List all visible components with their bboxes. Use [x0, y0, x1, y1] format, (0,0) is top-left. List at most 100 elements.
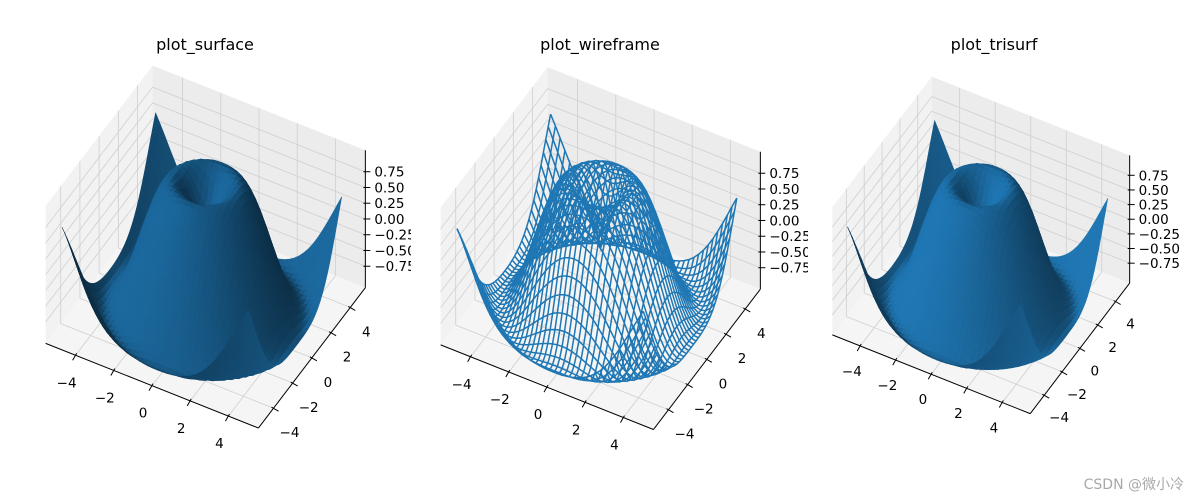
trisurf-triangle — [907, 231, 915, 242]
y-tick-mark — [271, 406, 279, 412]
z-tick-label: −0.50 — [1139, 242, 1180, 258]
wireframe-col-line — [618, 238, 714, 382]
trisurf-triangle — [1087, 269, 1095, 288]
y-tick-mark — [723, 332, 732, 338]
x-tick-mark — [148, 383, 154, 391]
x-tick-mark — [581, 400, 587, 408]
gridline-z — [832, 169, 933, 301]
trisurf-triangle — [847, 226, 855, 243]
gridline-z — [931, 140, 1130, 220]
wireframe-plot-3d: −4−2024−4−2024−0.75−0.50−0.250.000.250.5… — [440, 67, 808, 454]
x-tick-label: 4 — [215, 436, 224, 452]
y-tick-label: −4 — [280, 425, 300, 441]
surface-face — [334, 196, 343, 220]
gridline-z — [152, 86, 366, 173]
wireframe-row-line — [535, 188, 724, 298]
y-tick-mark — [1095, 323, 1104, 329]
gridline-z — [547, 119, 761, 206]
gridline-z — [931, 110, 1130, 191]
y-tick-mark — [1059, 370, 1068, 376]
trisurf-triangle — [912, 217, 920, 229]
trisurf-triangle — [940, 361, 948, 364]
gridline-z — [45, 181, 153, 323]
trisurf-triangle — [1089, 259, 1097, 279]
z-tick-label: 0.00 — [1139, 212, 1169, 228]
y-tick-mark — [743, 307, 751, 313]
trisurf-triangle — [1094, 235, 1102, 258]
z-tick-label: 0.25 — [1139, 198, 1169, 214]
gridline-z — [440, 135, 548, 277]
x-tick-mark — [619, 415, 625, 423]
gridline-z — [440, 182, 548, 324]
x-tick-label: 2 — [572, 422, 581, 438]
subplot-title-wireframe: plot_wireframe — [540, 35, 660, 54]
gridline-z — [45, 102, 153, 244]
wireframe-col-line — [523, 161, 619, 359]
x-tick-mark — [998, 400, 1004, 408]
y-tick-label: −2 — [299, 400, 319, 416]
subplot-title-trisurf: plot_trisurf — [950, 35, 1038, 54]
trisurf-triangle — [976, 215, 984, 225]
gridline-z — [931, 96, 1130, 176]
gridline-z — [931, 125, 1130, 205]
wireframe-col-line — [623, 231, 719, 380]
wireframe-col-line — [637, 206, 733, 372]
trisurf-triangle — [1085, 279, 1093, 295]
gridline-z — [440, 119, 548, 261]
y-tick-label: −2 — [1067, 387, 1087, 403]
x-tick-mark — [543, 384, 549, 393]
surface-plot-3d: −4−2024−4−2024−0.75−0.50−0.250.000.250.5… — [45, 65, 411, 452]
trisurf-triangle — [1096, 223, 1104, 246]
trisurf-triangle — [936, 359, 944, 362]
watermark: CSDN @微小冷 — [1083, 477, 1184, 493]
x-tick-label: −4 — [452, 377, 472, 393]
x-tick-label: 4 — [610, 438, 619, 454]
gridline-z — [547, 135, 761, 221]
x-tick-mark — [505, 369, 511, 378]
gridline-z — [832, 154, 933, 286]
surface-face — [152, 112, 161, 139]
wireframe-col-line — [508, 177, 604, 349]
trisurf-triangle — [896, 329, 904, 340]
wireframe-col-line — [575, 179, 671, 381]
y-tick-mark — [328, 331, 337, 337]
plot-area: −4−2024−4−2024−0.75−0.50−0.250.000.250.5… — [440, 67, 808, 454]
wireframe-col-line — [628, 223, 724, 378]
trisurf-triangle — [953, 364, 962, 368]
z-tick-label: −0.25 — [1139, 227, 1180, 243]
x-tick-label: −4 — [842, 364, 862, 380]
x-tick-label: −2 — [95, 390, 115, 406]
y-tick-label: 4 — [362, 324, 371, 340]
gridline-z — [45, 134, 153, 275]
trisurf-triangle — [909, 225, 917, 236]
z-tick-label: 0.75 — [374, 165, 404, 181]
surface-face — [200, 214, 209, 231]
subplot-title-surface: plot_surface — [156, 35, 254, 54]
z-tick-label: 0.75 — [1139, 168, 1169, 184]
wireframe-col-line — [533, 159, 628, 364]
z-tick-label: −0.25 — [374, 228, 411, 244]
trisurf-triangle — [918, 189, 926, 204]
trisurf-triangle — [878, 298, 886, 317]
trisurf-triangle — [920, 179, 929, 193]
trisurf-triangle — [856, 246, 864, 266]
x-tick-label: −2 — [490, 392, 510, 408]
x-tick-label: 0 — [534, 407, 543, 423]
x-tick-label: −4 — [57, 375, 77, 391]
plot-area: −4−2024−4−2024−0.75−0.50−0.250.000.250.5… — [45, 65, 411, 452]
trisurf-plot-3d: −4−2024−4−2024−0.75−0.50−0.250.000.250.5… — [832, 76, 1180, 436]
trisurf-triangle — [891, 323, 899, 336]
z-tick-label: −0.25 — [769, 229, 808, 245]
x-tick-mark — [856, 343, 862, 352]
trisurf-triangle — [887, 315, 895, 330]
wireframe-col-line — [632, 214, 729, 376]
x-tick-label: 4 — [990, 420, 999, 436]
gridline-z — [832, 125, 933, 257]
y-tick-label: 4 — [757, 326, 766, 342]
y-tick-mark — [1113, 300, 1121, 305]
wireframe-row-line — [485, 213, 673, 371]
x-tick-label: 2 — [177, 421, 186, 437]
y-tick-label: 4 — [1126, 316, 1135, 332]
trisurf-triangle — [927, 143, 935, 157]
x-tick-label: −2 — [877, 378, 897, 394]
